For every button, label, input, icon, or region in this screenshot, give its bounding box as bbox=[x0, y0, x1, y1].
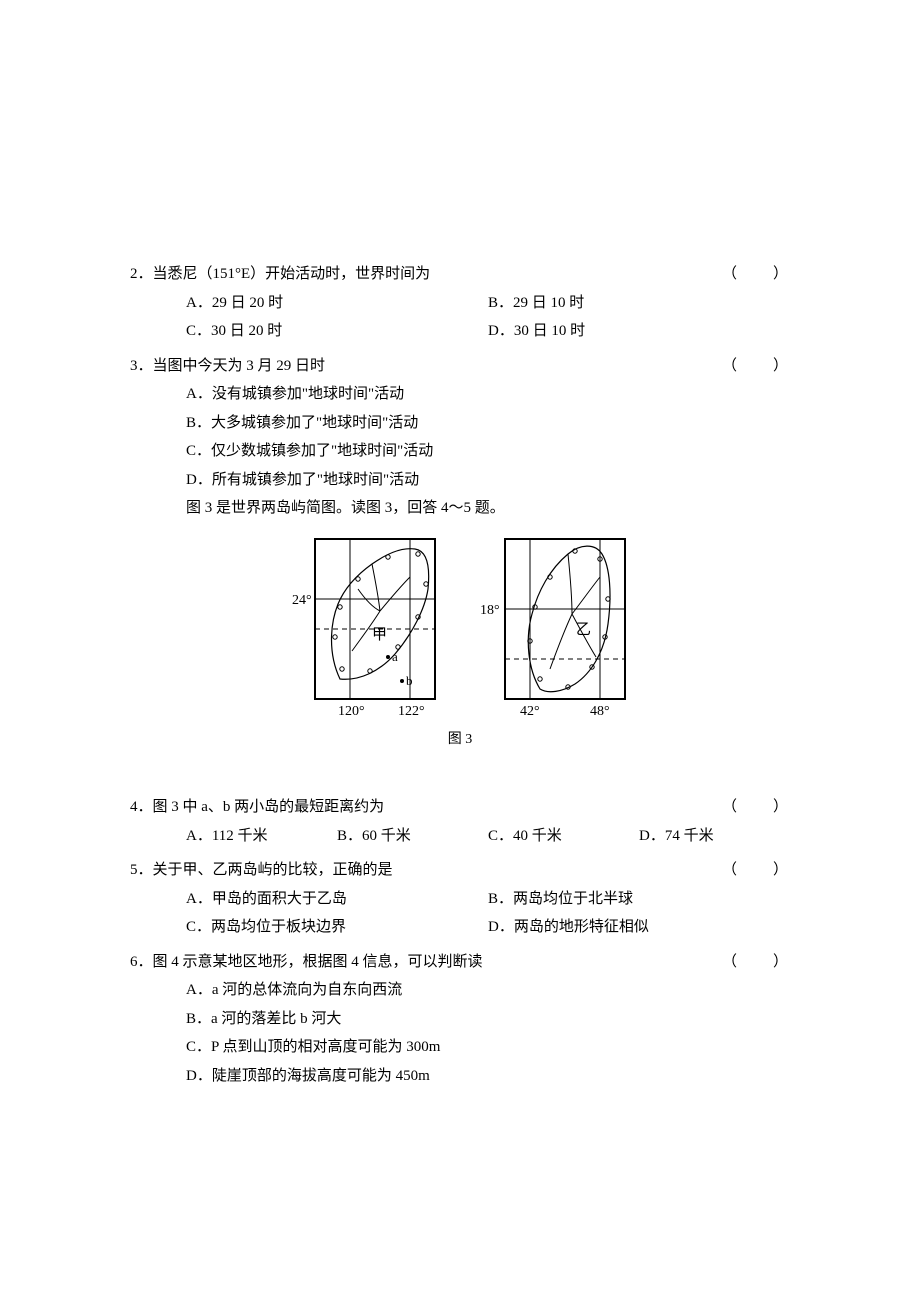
q6-answer-blank: （ ） bbox=[702, 948, 790, 977]
q3-option-c: C．仅少数城镇参加了"地球时间"活动 bbox=[186, 437, 790, 466]
q5-answer-blank: （ ） bbox=[702, 856, 790, 885]
left-island-label: 甲 bbox=[372, 627, 387, 643]
q2-option-d: D．30 日 10 时 bbox=[488, 317, 790, 346]
figure-3: 24° 120° 122° bbox=[130, 529, 790, 729]
q2-stem-row: 2．当悉尼（151°E）开始活动时，世界时间为 （ ） bbox=[130, 260, 790, 289]
q6-stem-row: 6．图 4 示意某地区地形，根据图 4 信息，可以判断读 （ ） bbox=[130, 948, 790, 977]
q5-option-c: C．两岛均位于板块边界 bbox=[186, 913, 488, 942]
q6-option-c: C．P 点到山顶的相对高度可能为 300m bbox=[186, 1033, 790, 1062]
q2-option-a: A．29 日 20 时 bbox=[186, 289, 488, 318]
q4-answer-blank: （ ） bbox=[702, 793, 790, 822]
q6-options: A．a 河的总体流向为自东向西流 B．a 河的落差比 b 河大 C．P 点到山顶… bbox=[130, 976, 790, 1090]
question-3: 3．当图中今天为 3 月 29 日时 （ ） A．没有城镇参加"地球时间"活动 … bbox=[130, 352, 790, 523]
right-lon2-label: 48° bbox=[590, 704, 610, 719]
right-island-group: 18° 42° 48° bbox=[480, 539, 625, 719]
right-lon1-label: 42° bbox=[520, 704, 540, 719]
q4-option-c: C．40 千米 bbox=[488, 822, 639, 851]
question-6: 6．图 4 示意某地区地形，根据图 4 信息，可以判断读 （ ） A．a 河的总… bbox=[130, 948, 790, 1091]
q6-option-b: B．a 河的落差比 b 河大 bbox=[186, 1005, 790, 1034]
q3-option-d: D．所有城镇参加了"地球时间"活动 bbox=[186, 466, 790, 495]
q5-option-a: A．甲岛的面积大于乙岛 bbox=[186, 885, 488, 914]
q4-option-d: D．74 千米 bbox=[639, 822, 790, 851]
q6-stem: 6．图 4 示意某地区地形，根据图 4 信息，可以判断读 bbox=[130, 948, 702, 977]
q6-option-a: A．a 河的总体流向为自东向西流 bbox=[186, 976, 790, 1005]
left-island-group: 24° 120° 122° bbox=[292, 539, 435, 719]
figure-3-svg: 24° 120° 122° bbox=[280, 529, 640, 729]
marker-a-label: a bbox=[392, 649, 398, 664]
q5-stem: 5．关于甲、乙两岛屿的比较，正确的是 bbox=[130, 856, 702, 885]
q2-stem: 2．当悉尼（151°E）开始活动时，世界时间为 bbox=[130, 260, 702, 289]
q6-option-d: D．陡崖顶部的海拔高度可能为 450m bbox=[186, 1062, 790, 1091]
left-lat-label: 24° bbox=[292, 593, 312, 608]
q5-option-d: D．两岛的地形特征相似 bbox=[488, 913, 790, 942]
q2-answer-blank: （ ） bbox=[702, 260, 790, 289]
q5-stem-row: 5．关于甲、乙两岛屿的比较，正确的是 （ ） bbox=[130, 856, 790, 885]
question-2: 2．当悉尼（151°E）开始活动时，世界时间为 （ ） A．29 日 20 时 … bbox=[130, 260, 790, 346]
q4-stem-row: 4．图 3 中 a、b 两小岛的最短距离约为 （ ） bbox=[130, 793, 790, 822]
exam-page: 2．当悉尼（151°E）开始活动时，世界时间为 （ ） A．29 日 20 时 … bbox=[0, 0, 920, 1302]
q4-options: A．112 千米 B．60 千米 C．40 千米 D．74 千米 bbox=[130, 822, 790, 851]
q4-option-a: A．112 千米 bbox=[186, 822, 337, 851]
q3-option-b: B．大多城镇参加了"地球时间"活动 bbox=[186, 409, 790, 438]
q2-option-b: B．29 日 10 时 bbox=[488, 289, 790, 318]
q3-stem: 3．当图中今天为 3 月 29 日时 bbox=[130, 352, 702, 381]
figure3-lead: 图 3 是世界两岛屿简图。读图 3，回答 4～5 题。 bbox=[130, 494, 790, 523]
figure-3-caption: 图 3 bbox=[130, 727, 790, 754]
q4-option-b: B．60 千米 bbox=[337, 822, 488, 851]
right-island-label: 乙 bbox=[576, 622, 591, 638]
question-5: 5．关于甲、乙两岛屿的比较，正确的是 （ ） A．甲岛的面积大于乙岛 B．两岛均… bbox=[130, 856, 790, 942]
left-lon2-label: 122° bbox=[398, 704, 425, 719]
marker-b-label: b bbox=[406, 673, 413, 688]
q5-options: A．甲岛的面积大于乙岛 B．两岛均位于北半球 C．两岛均位于板块边界 D．两岛的… bbox=[130, 885, 790, 942]
q2-options: A．29 日 20 时 B．29 日 10 时 C．30 日 20 时 D．30… bbox=[130, 289, 790, 346]
left-lon1-label: 120° bbox=[338, 704, 365, 719]
question-4: 4．图 3 中 a、b 两小岛的最短距离约为 （ ） A．112 千米 B．60… bbox=[130, 793, 790, 850]
q5-option-b: B．两岛均位于北半球 bbox=[488, 885, 790, 914]
q3-option-a: A．没有城镇参加"地球时间"活动 bbox=[186, 380, 790, 409]
right-lat-label: 18° bbox=[480, 603, 500, 618]
q3-answer-blank: （ ） bbox=[702, 352, 790, 381]
q3-stem-row: 3．当图中今天为 3 月 29 日时 （ ） bbox=[130, 352, 790, 381]
q2-option-c: C．30 日 20 时 bbox=[186, 317, 488, 346]
q4-stem: 4．图 3 中 a、b 两小岛的最短距离约为 bbox=[130, 793, 702, 822]
q3-options: A．没有城镇参加"地球时间"活动 B．大多城镇参加了"地球时间"活动 C．仅少数… bbox=[130, 380, 790, 494]
